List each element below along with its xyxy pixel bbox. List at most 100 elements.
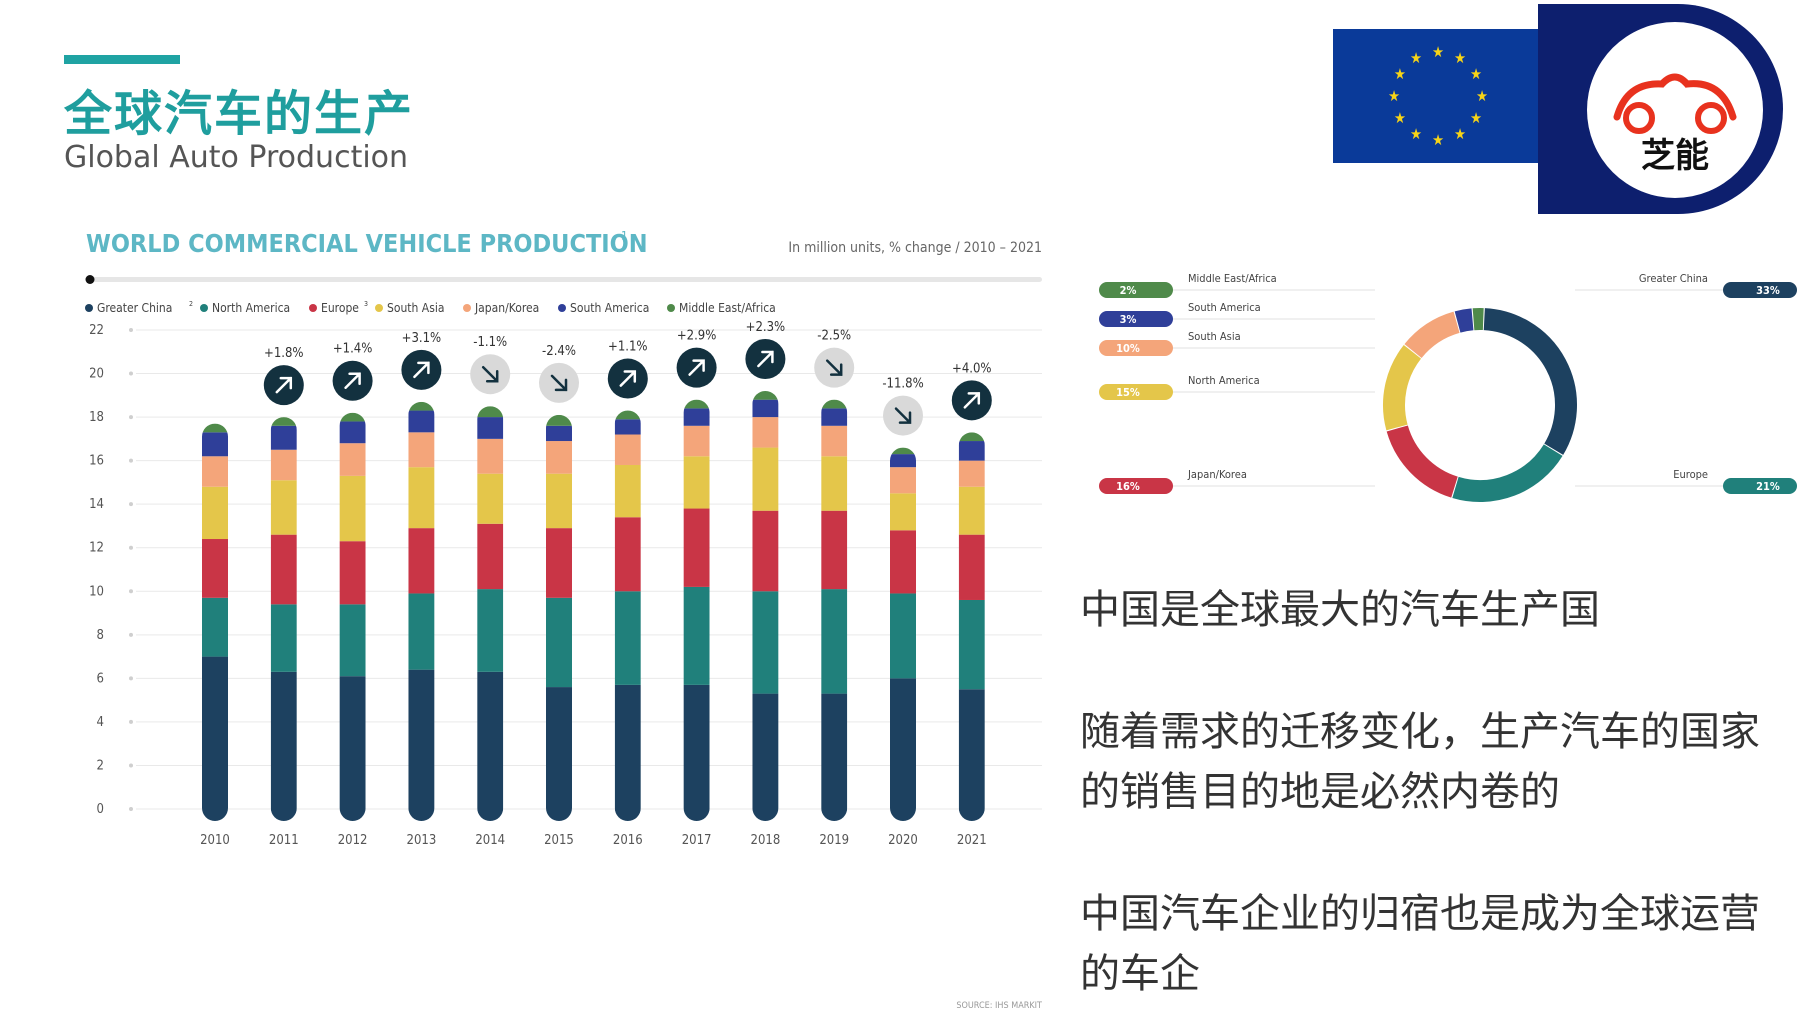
bar-segment xyxy=(752,400,778,417)
arrow-up-badge xyxy=(264,365,304,405)
bar-segment xyxy=(271,480,297,534)
slice-value: 15% xyxy=(1116,386,1140,399)
legend-label: South America xyxy=(570,301,649,315)
legend-superscript: 3 xyxy=(364,300,368,308)
bar-segment xyxy=(615,517,641,591)
eu-star-icon: ★ xyxy=(1432,131,1444,149)
bar-segment xyxy=(202,432,228,456)
gridline-dot xyxy=(129,676,133,680)
bar-segment xyxy=(477,406,503,417)
eu-star-icon: ★ xyxy=(1476,87,1488,105)
bar-segment xyxy=(546,528,572,598)
bar-segment xyxy=(684,426,710,456)
bar-segment xyxy=(408,411,434,433)
bar-segment xyxy=(890,678,916,821)
x-tick-label: 2020 xyxy=(888,833,918,848)
chart-subtitle: In million units, % change / 2010 – 2021 xyxy=(788,240,1042,256)
slice-value: 16% xyxy=(1116,480,1140,493)
donut-slice xyxy=(1484,319,1566,449)
slice-name: Europe xyxy=(1673,468,1708,481)
title-accent-bar xyxy=(64,55,180,64)
y-tick-label: 20 xyxy=(89,367,104,382)
bar-segment xyxy=(615,411,641,420)
bar-stack xyxy=(615,411,641,821)
slice-name: South America xyxy=(1188,301,1261,314)
bar-stack xyxy=(959,432,985,821)
bar-segment xyxy=(752,591,778,693)
bar-segment xyxy=(959,535,985,600)
bar-segment xyxy=(271,672,297,821)
bar-segment xyxy=(959,487,985,535)
bar-segment xyxy=(202,456,228,486)
x-tick-label: 2021 xyxy=(957,833,987,848)
gridline-dot xyxy=(129,546,133,550)
y-tick-label: 22 xyxy=(89,323,104,338)
bar-stack xyxy=(340,413,366,821)
bar-segment xyxy=(271,604,297,671)
bar-segment xyxy=(615,685,641,821)
slice-name: North America xyxy=(1188,374,1260,387)
eu-star-icon: ★ xyxy=(1410,125,1422,143)
bar-stack xyxy=(684,400,710,821)
bar-stack xyxy=(821,400,847,821)
donut-slice xyxy=(1458,319,1473,322)
bar-segment xyxy=(546,441,572,474)
bar-stack xyxy=(477,406,503,821)
arrow-down-badge xyxy=(470,354,510,394)
bar-segment xyxy=(890,448,916,455)
bar-segment xyxy=(271,450,297,480)
eu-star-icon: ★ xyxy=(1454,125,1466,143)
gridline-dot xyxy=(129,807,133,811)
slice-value: 3% xyxy=(1120,313,1137,326)
legend-label: Greater China xyxy=(97,301,172,315)
legend-label: Japan/Korea xyxy=(474,301,539,315)
bar-segment xyxy=(477,417,503,439)
arrow-up-badge xyxy=(333,361,373,401)
gridline-dot xyxy=(129,720,133,724)
bar-segment xyxy=(477,474,503,524)
slice-value: 21% xyxy=(1756,480,1780,493)
slice-value: 33% xyxy=(1756,284,1780,297)
gridline-dot xyxy=(129,372,133,376)
bar-segment xyxy=(890,454,916,467)
y-tick-label: 2 xyxy=(97,758,104,773)
legend-label: Middle East/Africa xyxy=(679,301,776,315)
bar-segment xyxy=(340,413,366,422)
y-tick-label: 16 xyxy=(89,454,104,469)
bar-segment xyxy=(821,400,847,409)
bar-segment xyxy=(340,443,366,476)
bar-segment xyxy=(408,528,434,593)
eu-star-icon: ★ xyxy=(1388,87,1400,105)
y-tick-label: 4 xyxy=(97,715,104,730)
bar-chart: WORLD COMMERCIAL VEHICLE PRODUCTION 1 In… xyxy=(76,222,1052,1022)
bar-stack xyxy=(890,448,916,821)
bar-stack xyxy=(202,424,228,821)
change-label: +3.1% xyxy=(402,331,442,346)
bar-segment xyxy=(340,421,366,443)
bar-stack xyxy=(408,402,434,821)
bar-segment xyxy=(821,408,847,425)
bar-segment xyxy=(408,670,434,821)
gridline-dot xyxy=(129,415,133,419)
change-label: +1.4% xyxy=(333,342,373,357)
change-label: +2.9% xyxy=(677,329,717,344)
bar-segment xyxy=(890,467,916,493)
change-label: -2.5% xyxy=(817,329,851,344)
page-subtitle: Global Auto Production xyxy=(64,140,408,175)
bar-segment xyxy=(615,435,641,465)
change-label: +2.3% xyxy=(746,320,786,335)
bar-segment xyxy=(752,694,778,821)
chart-title: WORLD COMMERCIAL VEHICLE PRODUCTION xyxy=(86,229,648,258)
change-label: +1.8% xyxy=(264,346,304,361)
bar-segment xyxy=(202,424,228,433)
summary-line-1: 中国是全球最大的汽车生产国 xyxy=(1080,580,1800,640)
eu-star-icon: ★ xyxy=(1470,109,1482,127)
change-label: +1.1% xyxy=(608,340,648,355)
legend-swatch xyxy=(463,304,471,312)
title-divider xyxy=(86,277,1042,282)
bar-segment xyxy=(408,432,434,467)
bar-stack xyxy=(546,415,572,821)
x-tick-label: 2018 xyxy=(751,833,781,848)
bar-segment xyxy=(615,465,641,517)
y-tick-label: 18 xyxy=(89,410,104,425)
